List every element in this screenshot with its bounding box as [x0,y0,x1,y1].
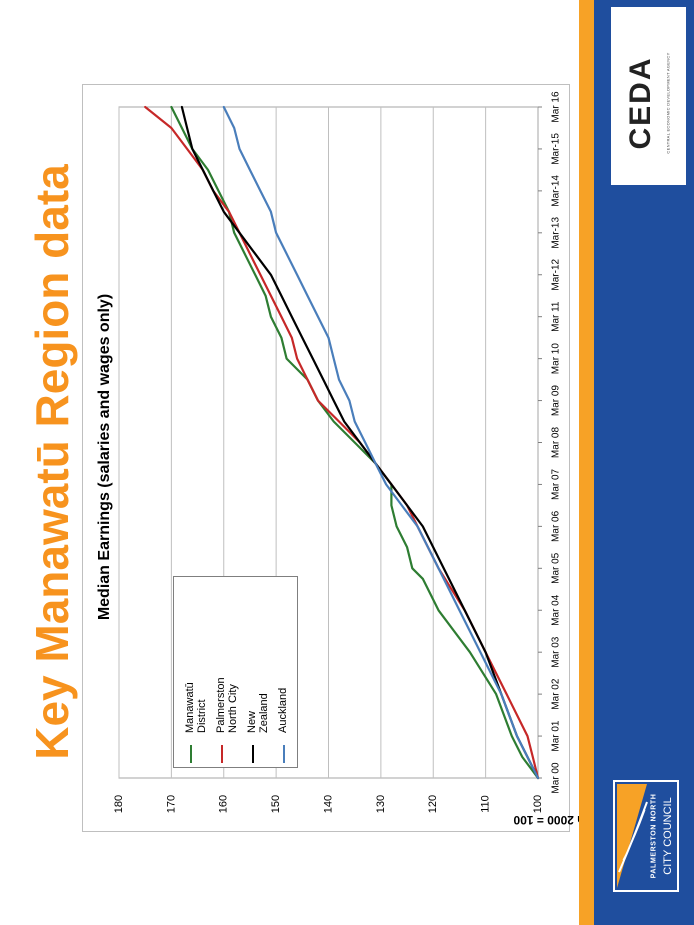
legend-swatch [283,745,285,763]
legend-label: Palmerston North City [215,677,239,733]
x-tick-label: Mar-12 [551,258,562,290]
y-tick-label: 150 [270,795,282,813]
x-tick-label: Mar 04 [551,594,562,626]
ceda-logo-word: CEDA [624,56,657,150]
ceda-logo-subtitle: CENTRAL ECONOMIC DEVELOPMENT AGENCY [665,52,671,154]
slide-title: Key Manawatū Region data [26,164,78,760]
y-tick-label: 180 [113,795,125,813]
legend-label: New Zealand [246,693,270,733]
x-tick-label: Mar 00 [551,762,562,794]
x-tick-label: Mar 02 [551,678,562,710]
legend-label: Auckland [277,687,289,733]
y-tick-label: 120 [427,795,439,813]
x-tick-label: Mar 09 [551,385,562,417]
ceda-logo: CEDA CENTRAL ECONOMIC DEVELOPMENT AGENCY [611,7,686,185]
x-tick-label: Mar 16 [551,91,562,123]
x-tick-label: Mar 10 [551,343,562,375]
x-tick-label: Mar-15 [551,133,562,165]
series-line-3 [180,105,540,780]
chart-frame [82,84,570,832]
legend-swatch [190,745,192,763]
pncc-logo-line2: CITY COUNCIL [662,797,674,875]
x-tick-label: Mar 11 [551,301,562,332]
x-tick-label: Mar 01 [551,720,562,752]
y-tick-label: 100 [532,795,544,813]
y-tick-label: 130 [375,795,387,813]
y-tick-label: 110 [480,795,492,813]
y-tick-label: 170 [165,795,177,813]
legend-swatch [252,745,254,763]
legend-label: Manawatū District [184,682,208,733]
legend-item: Palmerston North City [211,583,239,763]
x-tick-label: Mar-14 [551,175,562,207]
legend-item: Manawatū District [180,583,208,763]
x-tick-label: Mar-13 [551,217,562,249]
x-tick-label: Mar 03 [551,636,562,668]
chart-legend: Manawatū District Palmerston North City Ne… [173,576,298,768]
pncc-logo-line1: PALMERSTON NORTH [650,793,658,879]
orange-stripe [579,0,594,925]
chart-title: Median Earnings (salaries and wages only… [96,293,113,621]
x-tick-label: Mar 07 [551,468,562,500]
y-tick-label: 160 [218,795,230,813]
x-tick-label: Mar 05 [551,552,562,584]
legend-item: New Zealand [242,583,270,763]
legend-swatch [221,745,223,763]
median-earnings-chart: 100 110 120 130 140 150 160 170 180 Mar 00 Mar 01 M… [113,91,562,813]
pncc-logo [613,780,679,892]
legend-item: Auckland [273,583,295,763]
series-line-4 [222,105,540,780]
y-tick-label: 140 [322,795,334,813]
x-tick-label: Mar 08 [551,427,562,459]
x-tick-label: Mar 06 [551,510,562,542]
